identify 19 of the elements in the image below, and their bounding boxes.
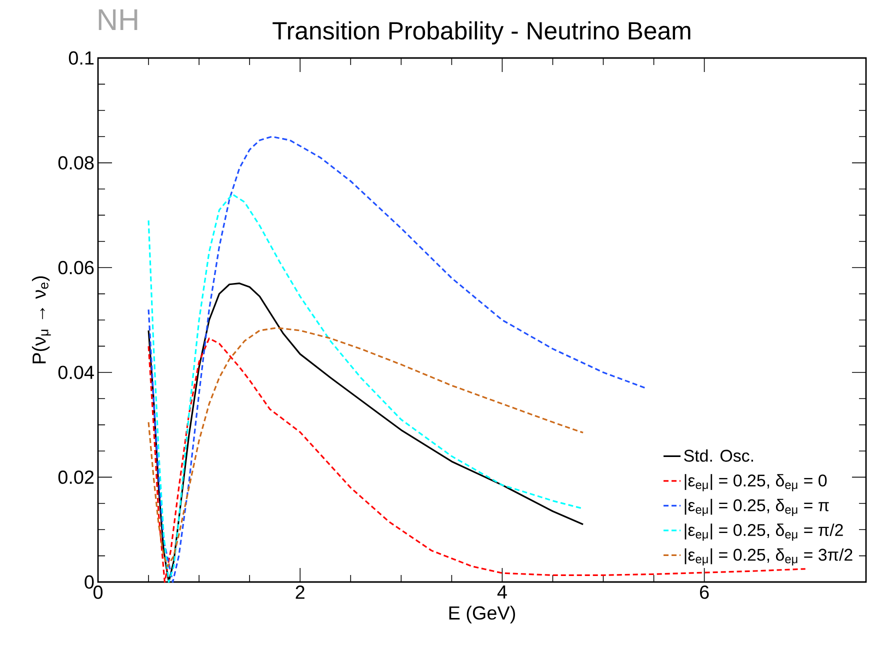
y-axis-title: P(ν$_{μ}$ → ν$_{e}$) xyxy=(32,276,51,364)
legend-label: |ε$_{eμ}$| = 0.25, δ$_{eμ}$ = 0 xyxy=(684,474,827,492)
legend-label: |ε$_{eμ}$| = 0.25, δ$_{eμ}$ = 3π/2 xyxy=(684,548,852,566)
legend-label: Std. Osc. xyxy=(684,449,753,462)
text: NH xyxy=(98,9,138,30)
y-tick-label: 0 xyxy=(84,575,94,589)
y-tick-label: 0.06 xyxy=(58,260,94,274)
x-tick-label: 0 xyxy=(93,586,103,599)
y-tick-label: 0.04 xyxy=(58,366,94,380)
y-tick-label: 0.08 xyxy=(58,156,94,170)
x-tick-label: 2 xyxy=(296,586,304,599)
x-tick-label: 6 xyxy=(700,586,709,599)
legend-label: |ε$_{eμ}$| = 0.25, δ$_{eμ}$ = π/2 xyxy=(684,524,843,541)
legend-label: |ε$_{eμ}$| = 0.25, δ$_{eμ}$ = π xyxy=(684,498,829,516)
y-tick-label: 0.1 xyxy=(68,51,94,65)
y-tick-label: 0.02 xyxy=(58,470,94,484)
x-axis-title: E (GeV) xyxy=(449,606,515,624)
chart-title: Transition Probability - Neutrino Beam xyxy=(272,21,690,45)
x-tick-label: 4 xyxy=(497,586,507,599)
